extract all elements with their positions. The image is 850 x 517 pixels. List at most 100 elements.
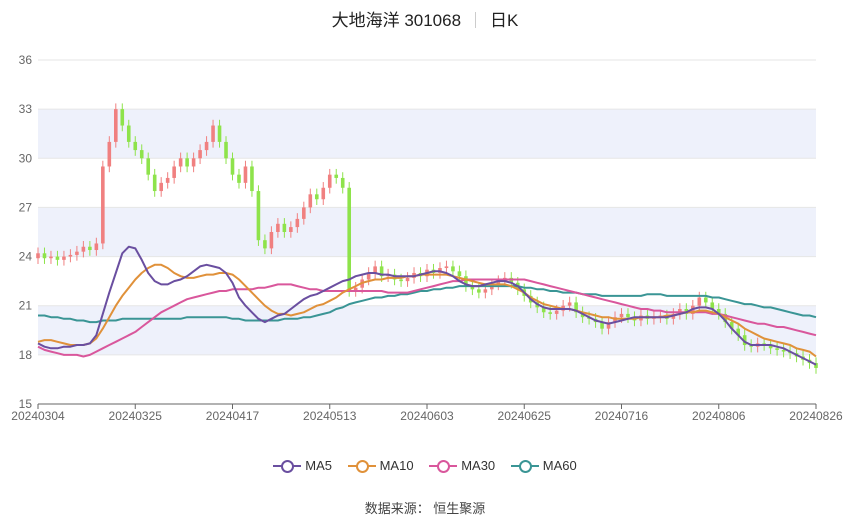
candle-body [399,279,403,282]
candle-body [243,166,248,183]
candle-body [237,174,241,183]
candle-body [269,232,274,249]
x-tick-label: 20240417 [206,409,260,423]
candle-body [768,345,773,349]
candle-body [198,150,202,159]
candle-body [62,256,66,260]
candle-body [697,297,702,306]
candle-body [451,266,455,272]
x-tick-label: 20240826 [789,409,843,423]
legend-ma10[interactable]: MA10 [347,458,414,473]
y-tick-label: 30 [19,151,33,165]
legend-ma5[interactable]: MA5 [273,458,332,473]
candle-body [101,166,105,244]
candle-body [340,177,345,188]
band-24 [38,207,816,257]
candle-body [574,302,578,313]
y-tick-label: 27 [19,200,33,214]
candle-body [496,281,501,285]
candle-body [36,253,40,259]
candle-body [353,287,358,291]
title-separator [475,12,477,28]
candle-body [347,187,351,291]
legend-ma60-label: MA60 [542,458,577,473]
legend-ma5-label: MA5 [305,458,332,473]
candle-body [366,272,371,280]
candle-body [606,322,611,329]
candle-body [334,174,339,178]
candle-body [230,158,235,175]
candle-body [710,302,715,309]
x-tick-label: 20240325 [109,409,163,423]
candle-body [172,166,176,178]
candle-body [548,312,552,314]
candle-body [126,125,131,142]
candle-body [217,125,222,142]
candle-body [729,322,734,329]
y-tick-label: 36 [19,53,33,67]
candle-body [295,218,300,228]
candle-body [379,266,384,277]
x-tick-label: 20240625 [498,409,552,423]
candle-body [373,266,377,273]
period-label: 日K [490,11,519,30]
candle-body [477,289,481,293]
candle-body [289,227,293,232]
x-tick-label: 20240513 [303,409,357,423]
x-axis: 20240304 20240325 20240417 20240513 20240603… [11,403,843,423]
y-tick-label: 33 [19,102,33,116]
x-tick-label: 20240806 [692,409,746,423]
candle-body [742,335,747,346]
candle-body [282,223,287,232]
candle-body [781,349,786,352]
y-tick-label: 21 [19,299,33,313]
candle-body [49,256,53,259]
legend-ma30[interactable]: MA30 [429,458,495,473]
candle-body [736,328,740,336]
candle-body [68,254,73,257]
candle-body [88,246,92,251]
candle-body [619,313,624,318]
legend-ma10-label: MA10 [379,458,414,473]
candle-body [327,174,332,188]
ma-lines [37,245,817,366]
candle-body [321,187,326,200]
candle-body [120,109,125,126]
candle-body [204,141,209,151]
candle-body [276,223,280,232]
candle-body [133,141,138,151]
candle-body [191,158,196,167]
candle-body [405,277,410,282]
ma10-legend-icon [347,459,376,473]
ma60-legend-icon [510,459,539,473]
y-tick-label: 15 [19,397,33,411]
candle-body [554,310,559,314]
legend-ma60[interactable]: MA60 [510,458,577,473]
candle-body [483,289,488,293]
candle-body [775,348,779,350]
candle-body [211,125,215,142]
candle-body [263,240,267,249]
candle-body [703,297,708,303]
kline-chart: 15 18 21 24 27 30 33 36 20240304 20240325 2024041… [11,53,843,423]
candle-body [114,109,118,142]
stock-name: 大地海洋 301068 [331,11,462,30]
candle-body [716,308,721,314]
candle-body [567,302,572,306]
candle-body [42,253,47,259]
y-tick-label: 24 [19,250,33,264]
chart-title: 大地海洋 301068 日K [0,6,850,31]
data-source: 数据来源： 恒生聚源 [364,501,486,516]
candle-body [541,307,546,313]
candle-body [444,266,449,269]
background-bands [38,109,816,355]
candle-body [256,191,261,241]
ma60-line [38,285,817,324]
band-30 [38,109,816,159]
candle-body [457,271,462,277]
candle-body [308,194,313,208]
ma5-legend-icon [273,459,302,473]
candle-body [250,166,254,192]
candle-body [159,182,163,192]
candle-body [314,194,319,200]
